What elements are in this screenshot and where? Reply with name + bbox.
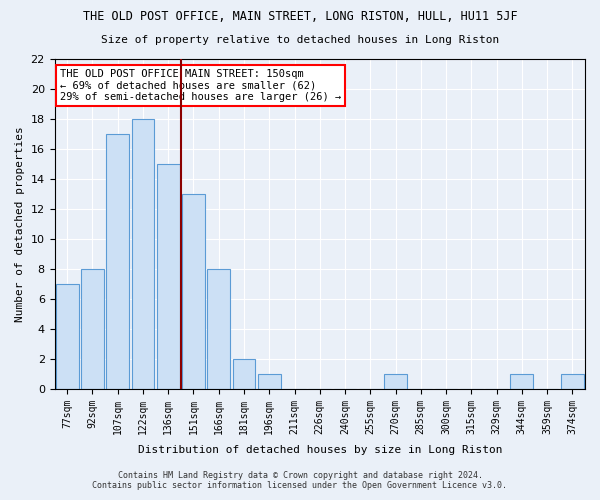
Bar xyxy=(233,359,256,389)
Y-axis label: Number of detached properties: Number of detached properties xyxy=(15,126,25,322)
Bar xyxy=(81,269,104,389)
Bar xyxy=(131,119,154,389)
Text: Contains HM Land Registry data © Crown copyright and database right 2024.
Contai: Contains HM Land Registry data © Crown c… xyxy=(92,470,508,490)
Bar xyxy=(157,164,179,389)
Bar xyxy=(258,374,281,389)
Bar xyxy=(208,269,230,389)
Text: Size of property relative to detached houses in Long Riston: Size of property relative to detached ho… xyxy=(101,35,499,45)
Bar xyxy=(384,374,407,389)
Bar xyxy=(56,284,79,389)
Bar xyxy=(561,374,584,389)
X-axis label: Distribution of detached houses by size in Long Riston: Distribution of detached houses by size … xyxy=(137,445,502,455)
Bar xyxy=(106,134,129,389)
Text: THE OLD POST OFFICE MAIN STREET: 150sqm
← 69% of detached houses are smaller (62: THE OLD POST OFFICE MAIN STREET: 150sqm … xyxy=(60,69,341,102)
Bar xyxy=(511,374,533,389)
Text: THE OLD POST OFFICE, MAIN STREET, LONG RISTON, HULL, HU11 5JF: THE OLD POST OFFICE, MAIN STREET, LONG R… xyxy=(83,10,517,23)
Bar xyxy=(182,194,205,389)
